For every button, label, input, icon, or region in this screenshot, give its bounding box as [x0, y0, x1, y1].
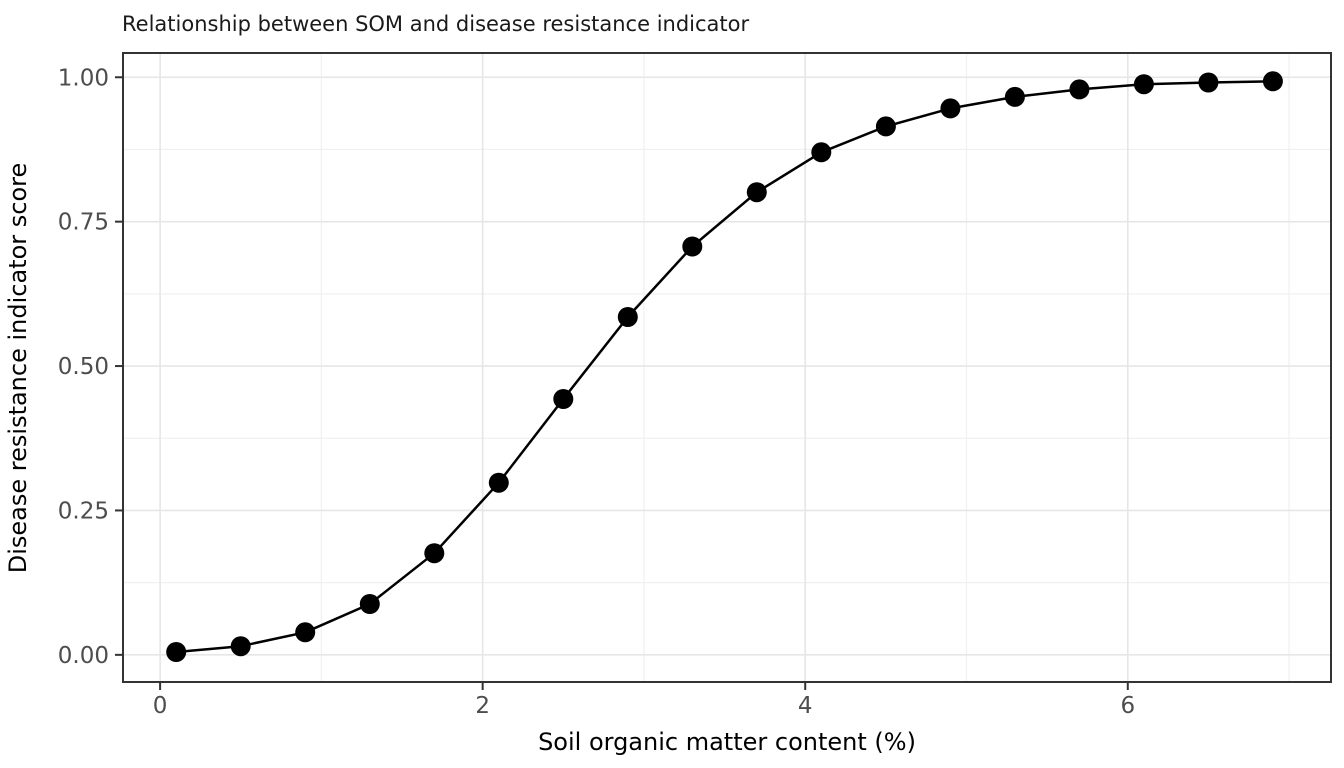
data-point: [940, 98, 961, 119]
y-tick-label: 0.50: [58, 354, 109, 380]
data-point: [682, 236, 703, 257]
data-point: [811, 142, 832, 163]
data-point: [230, 636, 251, 657]
data-point: [1262, 71, 1283, 92]
y-tick-label: 0.25: [58, 498, 109, 524]
data-point: [1069, 79, 1090, 100]
major-gridlines: [123, 53, 1331, 682]
data-point: [1198, 72, 1219, 93]
minor-gridlines: [123, 53, 1331, 682]
data-point: [1004, 86, 1025, 107]
data-point: [359, 594, 380, 614]
x-tick-label: 4: [798, 693, 813, 719]
x-tick-label: 2: [475, 693, 490, 719]
panel-border: [122, 52, 1332, 683]
series-points: [166, 71, 1283, 662]
x-tick-label: 6: [1120, 693, 1135, 719]
data-point: [553, 389, 574, 409]
data-point: [875, 116, 896, 137]
y-axis-tick-labels: 0.00 0.25 0.50 0.75 1.00: [58, 65, 109, 669]
axis-tick-marks: [115, 76, 1129, 690]
panel-background: [123, 53, 1331, 682]
y-tick-label: 0.75: [58, 210, 109, 236]
y-tick-label: 0.00: [58, 643, 109, 669]
data-point: [488, 472, 509, 493]
data-point: [746, 182, 767, 203]
y-axis-title: Disease resistance indicator score: [4, 163, 32, 573]
data-point: [424, 543, 445, 564]
data-point: [617, 307, 638, 327]
data-point: [166, 642, 187, 662]
x-axis-tick-labels: 0 2 4 6: [153, 693, 1135, 719]
data-point: [1133, 74, 1154, 95]
data-point: [295, 622, 316, 643]
series-line: [176, 80, 1273, 654]
chart-title: Relationship between SOM and disease res…: [122, 12, 750, 36]
y-tick-label: 1.00: [58, 65, 109, 91]
x-axis-title: Soil organic matter content (%): [538, 728, 916, 756]
series-path: [176, 80, 1273, 654]
x-tick-label: 0: [153, 693, 168, 719]
